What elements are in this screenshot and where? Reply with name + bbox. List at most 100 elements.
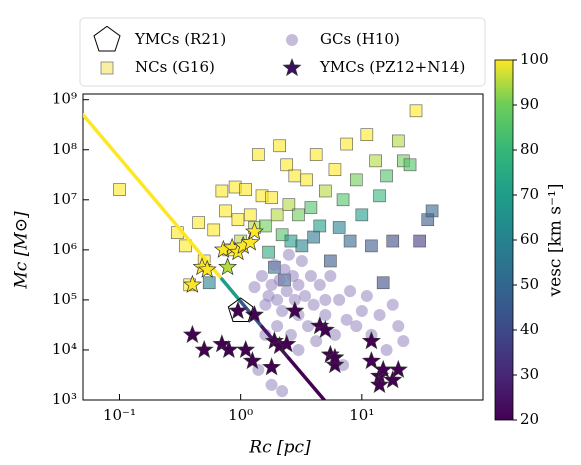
star-marker [197,259,217,278]
square-marker [369,154,382,168]
legend-label: GCs (H10) [320,30,400,48]
square-marker [355,208,369,222]
circle-marker [295,254,308,267]
square-marker [349,173,363,187]
square-marker [292,208,305,222]
y-tick-label: 10⁵ [52,290,77,308]
circle-marker [292,278,305,291]
square-marker [207,223,221,237]
square-marker [373,189,386,203]
square-marker [280,158,294,172]
circle-marker [271,293,284,306]
y-tick-label: 10³ [52,390,77,408]
square-marker [284,234,298,248]
square-marker [295,239,309,253]
star-marker [240,232,260,251]
square-marker [215,184,229,198]
circle-marker [360,289,373,302]
square-marker [392,134,405,148]
circle-marker [304,270,317,283]
plot-frame [82,93,484,401]
legend: YMCs (R21) NCs (G16) GCs (H10) YMCs (PZ12+N… [79,17,486,87]
square-marker [202,276,216,290]
square-marker [282,198,296,211]
star-marker [236,340,256,359]
square-marker [313,219,327,233]
legend-label: NCs (G16) [135,58,215,76]
square-marker [243,208,257,222]
square-marker [300,173,313,187]
circle-marker [344,285,357,298]
circle-marker [319,308,332,321]
y-tick-label: 10⁴ [52,340,77,358]
star-marker [370,374,390,394]
square-marker [252,148,265,161]
circle-marker [273,273,286,286]
circle-marker [319,293,332,306]
square-marker [425,204,439,218]
circle-marker [265,378,278,391]
square-marker [304,201,318,214]
star-marker [182,324,202,344]
circle-marker [328,328,341,341]
square-marker [192,216,205,229]
square-marker [113,183,126,196]
circle-marker [288,293,301,306]
circle-marker [282,248,295,261]
y-tick-label: 10⁷ [52,190,77,208]
square-marker [100,61,114,75]
circle-marker [286,34,298,46]
square-marker [273,139,286,153]
star-marker [361,331,381,350]
square-marker [265,191,278,205]
square-marker [332,221,346,234]
circle-marker [276,385,289,398]
circle-marker [380,343,393,356]
colorbar-tick-label: 60 [520,230,539,248]
x-axis-label: Rc [pc] [248,438,311,458]
circle-marker [248,281,261,294]
pentagon-marker [93,25,121,52]
x-tick-label: 10¹ [349,406,374,424]
circle-marker [255,270,268,283]
square-marker [231,213,245,227]
circle-marker [386,298,399,311]
circle-marker [299,289,312,302]
square-marker [380,169,393,183]
star-marker [228,301,248,320]
star-marker [182,274,202,293]
star-marker [282,57,302,77]
square-marker [288,169,302,183]
circle-marker [350,320,363,333]
square-marker [328,163,342,176]
legend-box [79,17,486,87]
square-marker [340,137,353,151]
circle-marker [286,270,299,283]
square-marker [336,193,350,207]
colorbar-tick-label: 90 [520,95,539,113]
square-marker [409,104,423,118]
circle-marker [302,320,315,333]
star-marker [383,370,403,389]
square-marker [319,184,332,198]
square-marker [239,183,252,196]
circle-marker [268,258,281,271]
colorbar-tick-label: 70 [520,185,539,203]
circle-marker [340,313,353,326]
square-marker [228,180,242,194]
circle-marker [355,305,368,318]
circle-marker [373,308,386,321]
square-marker [307,230,320,244]
y-axis-label: Mc [M⊙] [12,211,32,290]
fit-line-segment [83,113,180,228]
legend-label: YMCs (R21) [134,30,226,48]
star-marker [242,351,262,370]
y-tick-label: 10⁶ [52,240,77,258]
star-marker [244,305,264,324]
square-marker [403,158,417,172]
square-marker [219,204,232,218]
square-marker [343,234,357,248]
fit-line-segment [175,224,206,260]
y-tick-label: 10⁹ [52,90,77,108]
